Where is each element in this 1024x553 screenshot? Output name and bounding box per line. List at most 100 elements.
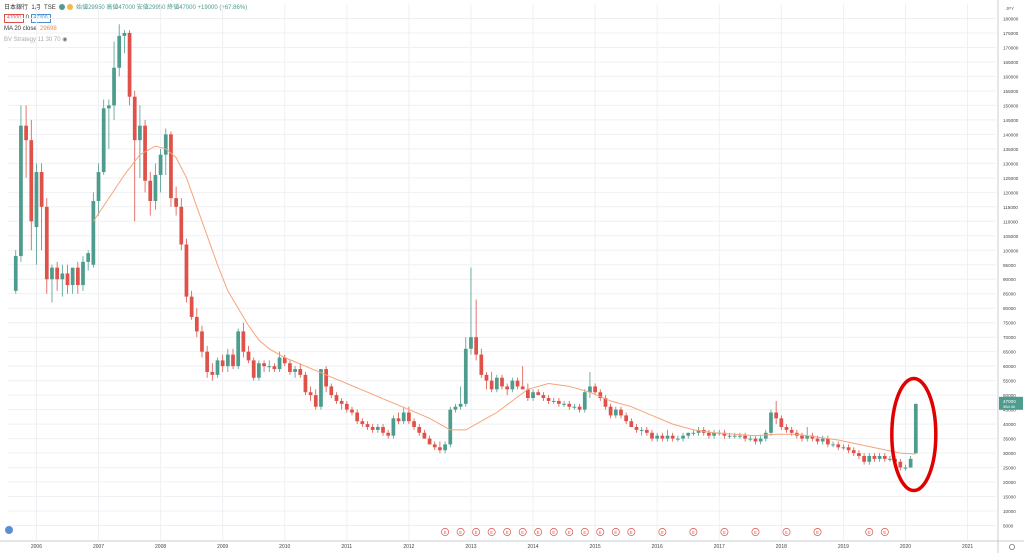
candle-body [515, 380, 520, 387]
candle [339, 398, 344, 410]
candle-body [360, 421, 365, 425]
candle-body [582, 392, 587, 410]
candle [75, 261, 80, 294]
y-tick-label: 60000 [1003, 364, 1016, 369]
earnings-marker-icon [658, 528, 667, 536]
candle-body [246, 351, 251, 361]
candle-body [34, 172, 39, 228]
candle [370, 424, 375, 433]
earnings-marker-label: E [754, 530, 757, 535]
candle-body [598, 392, 603, 399]
strategy-legend[interactable]: BV Strategy 11 30 70 ◉ [4, 36, 68, 43]
current-price-label: 47000 [1003, 399, 1016, 404]
candle [826, 435, 830, 448]
y-axis[interactable]: 5000 10000 15000 20000 25000 30000 35000 40000 4… [1003, 16, 1019, 528]
candle [515, 377, 520, 390]
candle-body [846, 447, 851, 451]
candle [215, 357, 220, 378]
candle [670, 432, 675, 442]
earnings-marker-icon [503, 528, 512, 536]
candle [91, 192, 96, 268]
candle [282, 354, 287, 367]
delayed-status-icon [66, 4, 73, 11]
earnings-marker-label: E [583, 530, 586, 535]
candle-body [350, 409, 354, 413]
eye-icon[interactable]: ◉ [62, 37, 68, 43]
candle-body [800, 435, 804, 439]
candle-body [836, 444, 841, 448]
candle-body [386, 432, 391, 436]
candle [355, 409, 360, 425]
candle-body [686, 432, 691, 436]
candle-body [494, 377, 499, 390]
earnings-marker-label: E [444, 530, 447, 535]
candle [908, 455, 913, 468]
candle [469, 267, 473, 355]
earnings-marker-label: E [692, 530, 695, 535]
symbol-name[interactable]: 日本銀行 [4, 5, 29, 11]
y-tick-label: 85000 [1003, 292, 1016, 297]
x-tick-label: 2007 [93, 544, 104, 550]
x-axis[interactable]: 2006 2007 2008 2009 2010 2011 2012 2013 2014 2015… [31, 544, 973, 550]
y-tick-label: 120000 [1003, 190, 1019, 195]
earnings-marker-label: E [475, 530, 478, 535]
candle-body [458, 403, 463, 407]
candle [313, 389, 318, 410]
candle [546, 395, 551, 404]
candle [593, 383, 597, 396]
candle-body [660, 435, 665, 439]
candle-body [577, 406, 582, 410]
candle-body [75, 267, 80, 286]
candle [158, 148, 163, 193]
candle [381, 424, 385, 436]
earnings-marker-label: E [568, 530, 571, 535]
earnings-marker-label: E [599, 530, 602, 535]
candle [153, 163, 158, 210]
candle-body [526, 389, 530, 399]
candle [293, 366, 297, 378]
candle-body [500, 377, 504, 387]
candle [39, 163, 44, 251]
candle-body [91, 201, 96, 265]
candle-body [65, 273, 70, 286]
earnings-marker-icon [880, 528, 889, 536]
x-tick-label: 2016 [652, 544, 663, 550]
candle [412, 418, 416, 430]
earnings-marker-icon [611, 528, 620, 536]
y-tick-label: 75000 [1003, 321, 1016, 326]
earnings-marker-icon [518, 528, 527, 536]
candle [510, 377, 515, 393]
candle-body [474, 337, 478, 355]
candle-body [670, 435, 675, 439]
candle-body [303, 374, 308, 393]
ma-value: 29698 [40, 26, 57, 32]
candle-body [96, 172, 101, 202]
y-tick-label: 25000 [1003, 466, 1016, 471]
x-tick-label: 2021 [962, 544, 973, 550]
candle [288, 360, 292, 375]
candle [753, 435, 758, 445]
candle [386, 429, 391, 439]
ma-legend[interactable]: MA 20 close 29698 [4, 26, 57, 32]
candle [169, 131, 173, 207]
candle [391, 415, 396, 439]
candle [453, 403, 458, 413]
candle [438, 441, 442, 454]
candle [888, 455, 892, 462]
y-tick-label: 135000 [1003, 147, 1019, 152]
candle-body [562, 403, 566, 405]
candle-body [784, 427, 789, 430]
candle [127, 30, 132, 106]
earnings-marker-label: E [868, 530, 871, 535]
candle-body [127, 32, 132, 97]
candle-body [355, 412, 360, 422]
x-tick-label: 2012 [403, 544, 414, 550]
candle [443, 441, 447, 454]
candle [60, 264, 65, 297]
candle-body [29, 140, 34, 222]
candle-body [375, 427, 380, 430]
candle-body [282, 357, 287, 364]
candle-body [629, 421, 634, 428]
